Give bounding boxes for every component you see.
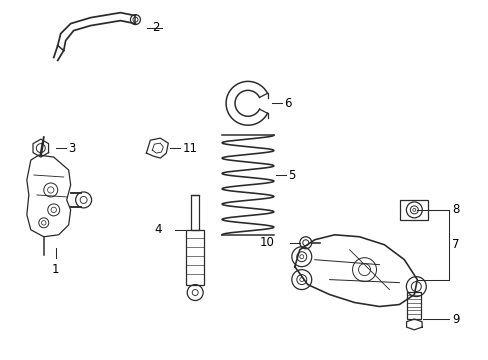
Bar xyxy=(191,195,199,230)
Text: 11: 11 xyxy=(182,141,197,155)
Text: 5: 5 xyxy=(287,168,295,181)
Text: 9: 9 xyxy=(451,313,459,326)
Text: 3: 3 xyxy=(67,141,75,155)
Bar xyxy=(400,200,427,220)
Text: 8: 8 xyxy=(451,203,459,216)
Bar xyxy=(407,292,421,319)
Text: 2: 2 xyxy=(152,21,160,34)
Text: 7: 7 xyxy=(451,238,459,251)
Text: 4: 4 xyxy=(155,223,162,236)
Text: 10: 10 xyxy=(260,236,274,249)
Bar xyxy=(186,230,203,285)
Text: 1: 1 xyxy=(52,263,60,276)
Text: 6: 6 xyxy=(283,97,291,110)
